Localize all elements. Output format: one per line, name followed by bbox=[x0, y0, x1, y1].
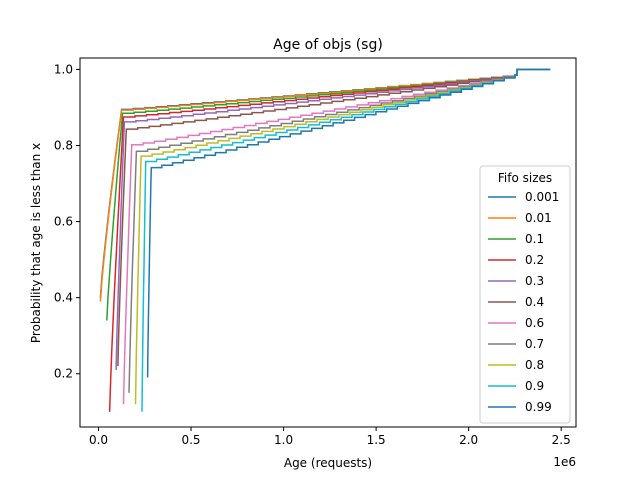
x-tick-label: 0.0 bbox=[89, 433, 108, 447]
series-line bbox=[146, 68, 551, 378]
x-axis-offset-label: 1e6 bbox=[553, 455, 576, 469]
legend-label: 0.7 bbox=[525, 337, 544, 351]
legend-title: Fifo sizes bbox=[498, 171, 552, 185]
axes-frame bbox=[79, 57, 577, 428]
x-tick-label: 2.0 bbox=[459, 433, 478, 447]
chart-title: Age of objs (sg) bbox=[273, 37, 383, 53]
legend-label: 0.9 bbox=[525, 379, 544, 393]
legend-label: 0.3 bbox=[525, 274, 544, 288]
y-axis-label: Probability that age is less than x bbox=[29, 143, 43, 343]
plot-lines bbox=[99, 68, 551, 412]
y-tick-label: 0.4 bbox=[54, 291, 73, 305]
legend-label: 0.8 bbox=[525, 358, 544, 372]
series-line bbox=[117, 68, 551, 367]
x-tick-label: 0.5 bbox=[181, 433, 200, 447]
legend-label: 0.99 bbox=[525, 400, 552, 414]
legend-label: 0.2 bbox=[525, 253, 544, 267]
x-tick-label: 1.5 bbox=[367, 433, 386, 447]
x-axis-label: Age (requests) bbox=[284, 456, 372, 470]
legend-label: 0.4 bbox=[525, 295, 544, 309]
y-tick-label: 0.6 bbox=[54, 215, 73, 229]
y-tick-label: 0.2 bbox=[54, 367, 73, 381]
y-axis: 0.2 0.4 0.6 0.8 1.0 bbox=[54, 62, 80, 381]
x-tick-label: 2.5 bbox=[552, 433, 571, 447]
legend-label: 0.01 bbox=[525, 211, 552, 225]
legend-box bbox=[479, 165, 571, 424]
legend-label: 0.1 bbox=[525, 232, 544, 246]
y-tick-label: 0.8 bbox=[54, 138, 73, 152]
series-line bbox=[141, 68, 551, 412]
x-tick-label: 1.0 bbox=[274, 433, 293, 447]
legend: Fifo sizes 0.001 0.01 0.1 0.2 0.3 0.4 0.6 0.7 0.8… bbox=[479, 165, 571, 424]
legend-label: 0.001 bbox=[525, 190, 559, 204]
x-axis: 0.0 0.5 1.0 1.5 2.0 2.5 bbox=[89, 427, 571, 447]
legend-label: 0.6 bbox=[525, 316, 544, 330]
y-tick-label: 1.0 bbox=[54, 62, 73, 76]
